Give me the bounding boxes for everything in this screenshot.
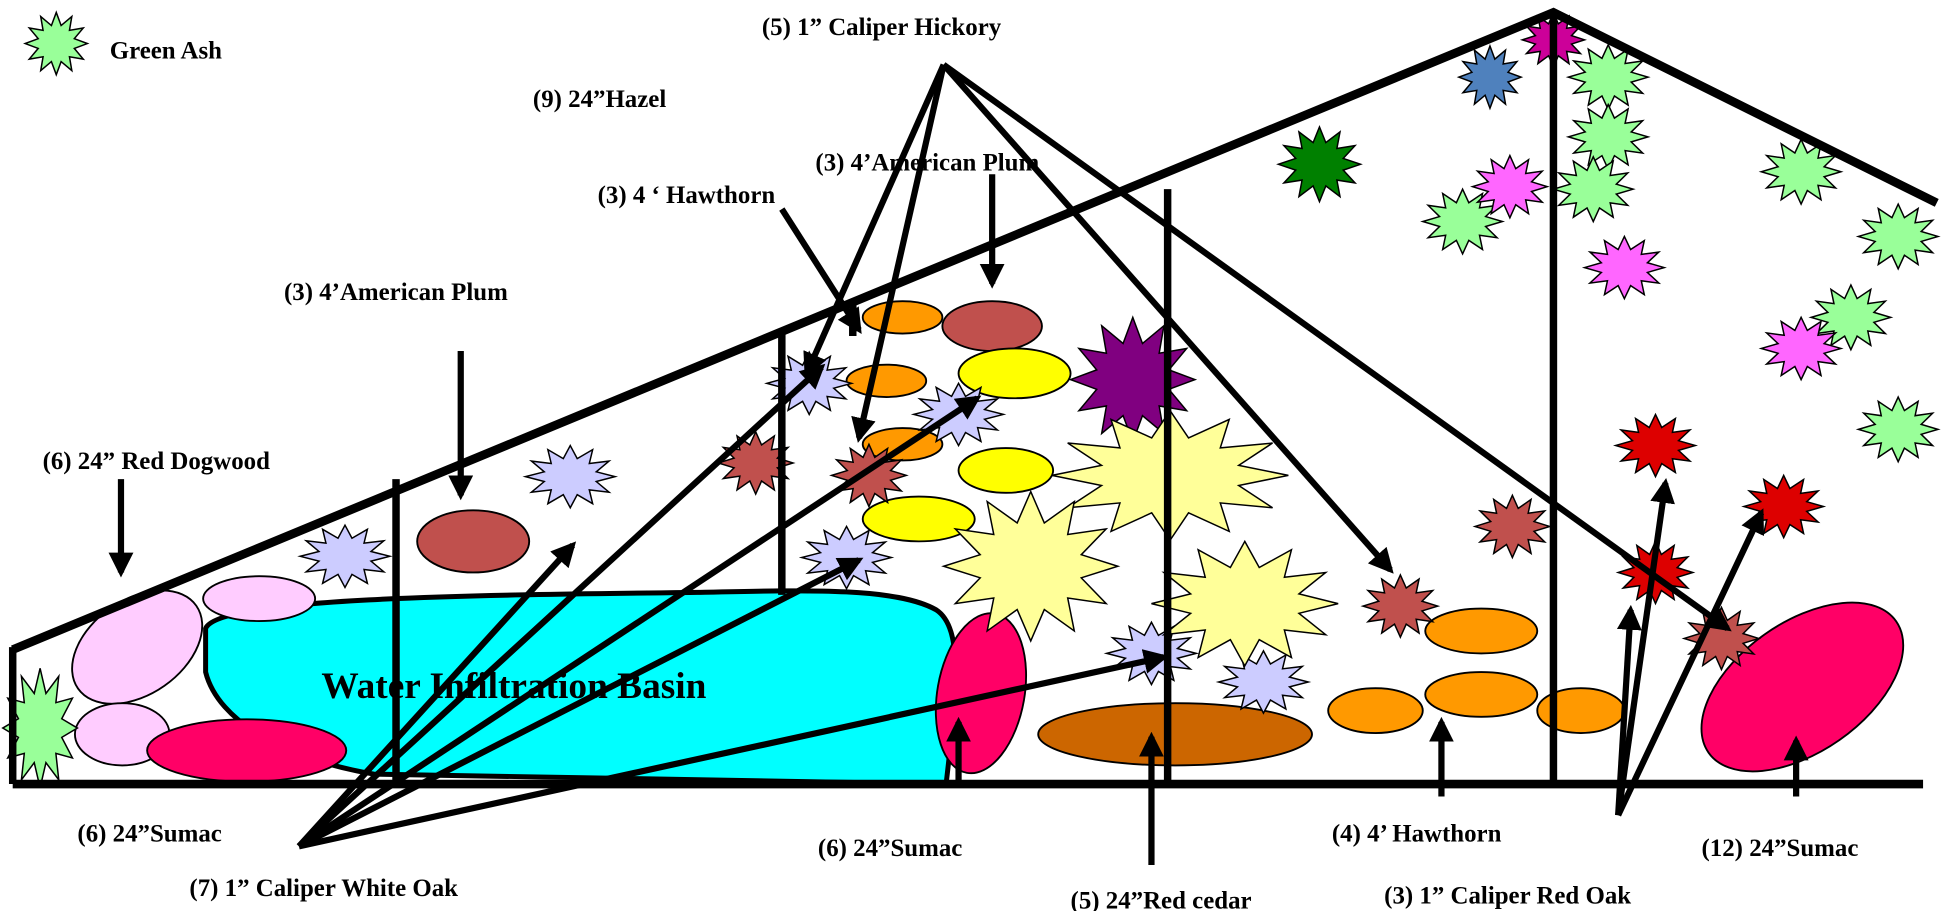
tree-star	[1470, 153, 1550, 220]
tree-star	[1808, 283, 1894, 352]
tree-star	[1855, 202, 1941, 271]
arrow	[941, 62, 1394, 574]
shrub	[1327, 687, 1424, 734]
shrub	[957, 447, 1055, 494]
plant-label: (5) 1” Caliper Hickory	[762, 14, 1002, 41]
shrub	[861, 300, 944, 335]
arrow	[296, 541, 577, 849]
tree-star	[1581, 234, 1667, 301]
plant-label: (5) 24”Red cedar	[1071, 888, 1252, 911]
shrub	[1037, 702, 1313, 767]
tree-star	[1276, 124, 1363, 204]
shrub	[202, 575, 317, 622]
plant-label: (12) 24”Sumac	[1702, 835, 1859, 862]
arrow	[1615, 477, 1675, 816]
arrow	[941, 62, 1732, 632]
shrub	[1700, 601, 1905, 773]
tree-star	[1612, 412, 1699, 479]
arrows	[108, 62, 1809, 865]
tree-star	[715, 430, 796, 496]
arrow	[851, 64, 947, 443]
shrub	[1424, 607, 1539, 655]
tree-star	[798, 524, 895, 591]
arrow	[296, 363, 826, 849]
arrow	[297, 395, 982, 849]
shrub	[71, 589, 204, 705]
tree-star	[1215, 649, 1312, 715]
plant-label: (4) 4’ Hawthorn	[1332, 820, 1502, 847]
tree-star	[1360, 573, 1441, 640]
tree-star	[297, 523, 393, 590]
tree-star	[1565, 102, 1651, 172]
basin-label: Water Infiltration Basin	[321, 666, 706, 707]
tree-star	[1456, 43, 1524, 111]
tree-star	[1151, 539, 1339, 668]
plant-label: (6) 24”Sumac	[818, 835, 962, 862]
plant-label: (6) 24”Sumac	[77, 820, 221, 847]
tree-star	[23, 10, 90, 77]
shrub	[957, 347, 1072, 400]
plant-label: (3) 1” Caliper Red Oak	[1384, 883, 1631, 910]
tree-star	[829, 442, 909, 509]
structure-lines	[8, 7, 1939, 789]
tree-star	[1681, 605, 1762, 672]
plant-label: (3) 4’American Plum	[815, 150, 1039, 177]
plant-label: (6) 24” Red Dogwood	[43, 448, 270, 475]
tree-star	[522, 443, 619, 510]
plant-label: (3) 4 ‘ Hawthorn	[598, 182, 776, 209]
arrow	[1615, 508, 1765, 817]
plants	[1, 10, 1941, 788]
plant-label: (9) 24”Hazel	[533, 86, 666, 113]
arrow	[779, 207, 862, 334]
labels: Green Ash Water Infiltration Basin (5) 1…	[43, 14, 1859, 911]
shrub	[1424, 671, 1539, 718]
tree-star	[1855, 395, 1941, 464]
shrub	[861, 495, 976, 543]
shrub	[941, 300, 1043, 352]
shrub	[146, 718, 348, 783]
plant-label: (7) 1” Caliper White Oak	[189, 875, 458, 902]
legend-label: Green Ash	[110, 37, 222, 64]
shrub	[416, 509, 531, 574]
arrow	[297, 557, 864, 850]
tree-star	[1472, 493, 1553, 560]
tree-star	[941, 489, 1121, 643]
tree-star	[1741, 473, 1827, 540]
arrow	[803, 63, 947, 378]
tree-star	[1550, 155, 1636, 224]
arrow	[298, 649, 1169, 850]
shrub	[845, 363, 928, 398]
plant-label: (3) 4’American Plum	[284, 279, 508, 306]
tree-star	[1758, 315, 1844, 382]
